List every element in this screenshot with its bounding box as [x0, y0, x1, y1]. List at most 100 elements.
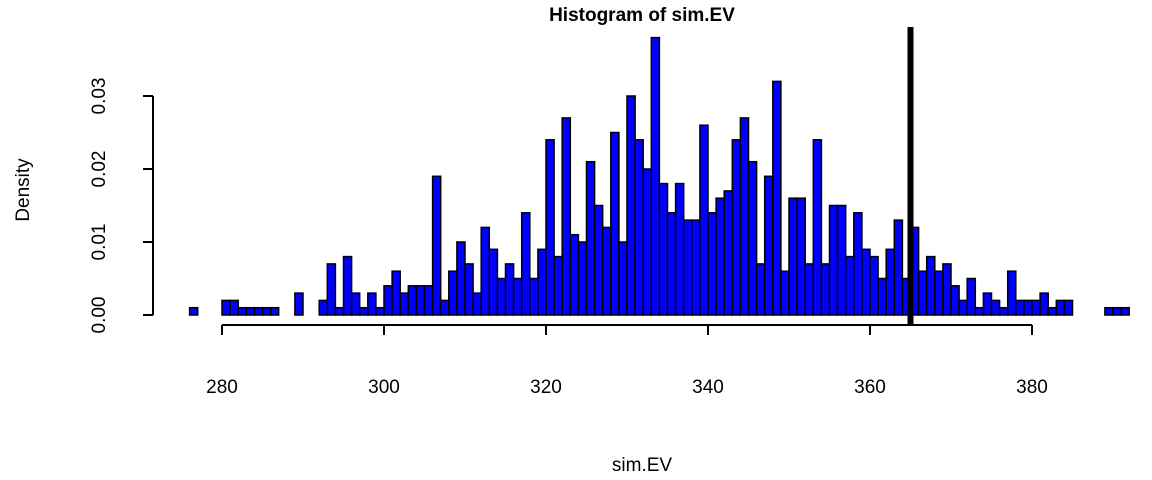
histogram-bar	[618, 241, 628, 316]
histogram-bar	[188, 306, 199, 316]
histogram-bar	[350, 292, 361, 316]
histogram-bar	[869, 255, 879, 316]
histogram-bar	[1104, 306, 1114, 316]
histogram-bar	[731, 139, 742, 316]
histogram-bar	[642, 168, 653, 316]
histogram-bar	[585, 160, 596, 316]
y-tick-label: 0.03	[89, 78, 110, 115]
histogram-bar	[1112, 306, 1122, 316]
histogram-bar	[715, 197, 725, 316]
histogram-bar	[885, 248, 896, 316]
histogram-bar	[998, 306, 1009, 316]
histogram-bar	[674, 182, 685, 316]
x-axis-label: sim.EV	[612, 455, 673, 476]
histogram-bar	[294, 292, 304, 316]
histogram-bar	[520, 212, 531, 316]
histogram-bar	[780, 270, 790, 316]
histogram-bar	[707, 212, 717, 316]
histogram-bar	[682, 219, 693, 316]
histogram-bar	[828, 204, 839, 316]
histogram-bar	[269, 306, 280, 316]
histogram-bar	[982, 292, 993, 316]
histogram-bar	[399, 292, 410, 316]
histogram-bar	[812, 139, 823, 316]
histogram-bar	[1120, 306, 1130, 316]
histogram-bar	[448, 270, 458, 316]
histogram-bar	[1023, 299, 1033, 316]
histogram-bar	[545, 139, 555, 316]
histogram-bar	[974, 306, 985, 316]
x-tick-label: 380	[1016, 377, 1048, 398]
histogram-bar	[537, 248, 547, 316]
histogram-bar	[893, 219, 904, 316]
x-tick-label: 280	[206, 377, 238, 398]
y-axis-label: Density	[13, 158, 34, 222]
histogram-bar	[820, 263, 831, 316]
histogram-bar	[723, 190, 734, 316]
histogram-bar	[407, 285, 418, 316]
histogram-bar	[326, 263, 337, 316]
histogram-bar	[496, 277, 507, 316]
histogram-bar	[861, 248, 871, 316]
histogram-bar	[877, 277, 887, 316]
histogram-bar	[739, 117, 750, 316]
histogram-bar	[504, 263, 515, 316]
histogram-bar	[439, 299, 450, 316]
histogram-bar	[934, 270, 944, 316]
histogram-bar	[990, 299, 1001, 316]
histogram-bar	[610, 131, 620, 316]
x-tick-label: 300	[368, 377, 400, 398]
histogram-bar	[553, 255, 563, 316]
histogram-bar	[1039, 292, 1049, 316]
histogram-bar	[1015, 299, 1025, 316]
histogram-bar	[626, 95, 636, 316]
histogram-bar	[431, 175, 442, 316]
histogram-bar	[763, 175, 774, 316]
y-tick-label: 0.00	[89, 297, 110, 334]
x-tick-label: 360	[854, 377, 886, 398]
histogram-bar	[942, 263, 952, 316]
histogram-bar	[804, 263, 815, 316]
histogram-bar	[480, 226, 491, 316]
histogram-bar	[699, 124, 709, 316]
histogram-bar	[334, 306, 345, 316]
x-tick-label: 320	[530, 377, 562, 398]
histogram-bar	[569, 233, 580, 316]
histogram-bar	[796, 197, 806, 316]
histogram-bar	[844, 255, 855, 316]
x-axis: 280 300 320 340 360 380	[206, 324, 1048, 398]
histogram-bar	[593, 204, 604, 316]
histogram-bar	[488, 248, 499, 316]
histogram-bar	[772, 80, 782, 316]
y-axis: 0.00 0.01 0.02 0.03	[89, 78, 154, 334]
histogram-bar	[464, 263, 474, 316]
y-tick-label: 0.02	[89, 151, 110, 188]
histogram-bar	[1047, 306, 1058, 316]
histogram-bar	[237, 306, 248, 316]
histogram-bar	[601, 226, 612, 316]
histogram-bar	[423, 285, 434, 316]
histogram-bar	[917, 270, 928, 316]
histogram-bar	[755, 263, 766, 316]
histogram-bar	[358, 306, 369, 316]
histogram-bar	[788, 197, 798, 316]
histogram-bar	[666, 212, 677, 316]
histogram-bar	[512, 277, 523, 316]
histogram-bar	[925, 255, 936, 316]
histogram-bar	[529, 277, 539, 316]
histogram-bar	[853, 212, 863, 316]
chart-title: Histogram of sim.EV	[549, 5, 735, 26]
histogram-bar	[367, 292, 377, 316]
histogram-bar	[472, 292, 482, 316]
y-tick-label: 0.01	[89, 224, 110, 261]
histogram-bar	[221, 299, 231, 316]
histogram-bar	[561, 117, 572, 316]
histogram-bar	[261, 306, 272, 316]
histogram-bar	[318, 299, 329, 316]
histogram-bar	[375, 306, 385, 316]
histogram-bar	[691, 219, 701, 316]
histogram-bar	[383, 285, 393, 316]
histogram-bar	[747, 160, 758, 316]
histogram-bar	[958, 299, 968, 316]
